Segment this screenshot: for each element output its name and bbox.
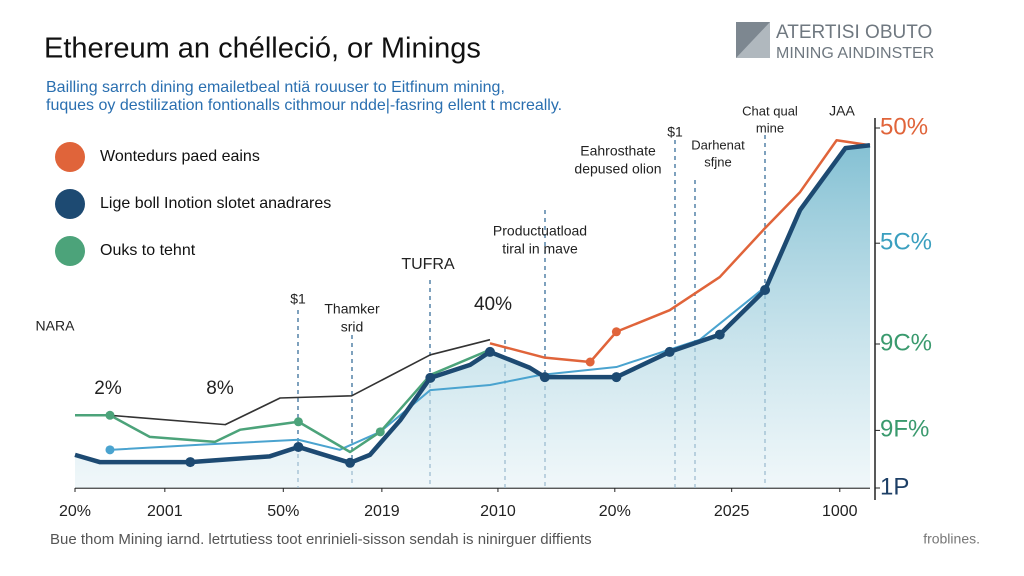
point <box>664 346 675 357</box>
point <box>105 445 115 455</box>
x-tick-label: 50% <box>267 503 299 520</box>
x-tick-label: 2010 <box>480 503 516 520</box>
annotation: JAA <box>829 103 855 119</box>
x-tick-label: 2001 <box>147 503 183 520</box>
point <box>585 357 595 367</box>
annotation: $1 <box>667 124 683 140</box>
logo-mark <box>736 22 770 58</box>
point <box>714 329 725 340</box>
annotation: NARA <box>36 318 76 334</box>
title: Ethereum an chélleció, or Minings <box>44 33 481 65</box>
logo-text: ATERTISI OBUTO <box>776 22 932 43</box>
annotation: Thamker <box>324 301 380 317</box>
annotation: 8% <box>206 378 234 399</box>
point <box>185 457 196 468</box>
x-tick-label: 1000 <box>822 503 858 520</box>
annotation: Productuatload <box>493 223 587 239</box>
annotation: depused olion <box>574 161 661 177</box>
point <box>611 372 622 383</box>
annotation: TUFRA <box>401 256 455 273</box>
annotation: $1 <box>290 291 306 307</box>
footer-right: froblines. <box>923 531 980 547</box>
annotation: Chat qual <box>742 103 798 118</box>
point <box>611 327 621 337</box>
subtitle: Bailling sarrch dining emailetbeal ntiä … <box>46 79 505 96</box>
annotation: mine <box>756 120 784 135</box>
annotation: 2% <box>94 378 122 399</box>
area <box>75 145 870 488</box>
point <box>293 441 304 452</box>
y-tick-label: 5C% <box>880 229 932 256</box>
annotation: sfjne <box>704 154 731 169</box>
point <box>375 427 385 437</box>
point <box>345 457 356 468</box>
annotation: Darhenat <box>691 137 745 152</box>
point <box>539 372 550 383</box>
point <box>760 285 771 295</box>
point <box>484 346 495 357</box>
x-tick-label: 20% <box>59 503 91 520</box>
legend-swatch <box>55 189 85 219</box>
legend-label: Lige boll Inotion slotet anadrares <box>100 195 331 212</box>
annotation: srid <box>341 319 364 335</box>
annotation: 40% <box>474 294 512 315</box>
annotation: Eahrosthate <box>580 143 656 159</box>
legend-swatch <box>55 142 85 172</box>
y-tick-label: 1P <box>880 473 909 500</box>
legend-label: Wontedurs paed eains <box>100 148 260 165</box>
y-tick-label: 50% <box>880 113 928 140</box>
logo-text: MINING AINDINSTER <box>776 45 934 62</box>
point <box>105 410 115 420</box>
x-tick-label: 2025 <box>714 503 750 520</box>
annotation: tiral in mave <box>502 241 578 257</box>
series-line <box>489 138 871 364</box>
footer-note: Bue thom Mining iarnd. letrtutiess toot … <box>50 531 592 548</box>
point <box>293 417 303 427</box>
x-tick-label: 2019 <box>364 503 400 520</box>
y-tick-label: 9C% <box>880 329 932 356</box>
legend-label: Ouks to tehnt <box>100 242 196 259</box>
point <box>425 372 436 383</box>
legend-swatch <box>55 236 85 266</box>
x-tick-label: 20% <box>599 503 631 520</box>
series-line <box>75 348 491 454</box>
subtitle: fuques oy destilization fontionalls cith… <box>46 97 562 114</box>
y-tick-label: 9F% <box>880 416 929 443</box>
logo: ATERTISI OBUTO MINING AINDINSTER <box>736 22 934 62</box>
series-line <box>109 286 766 451</box>
